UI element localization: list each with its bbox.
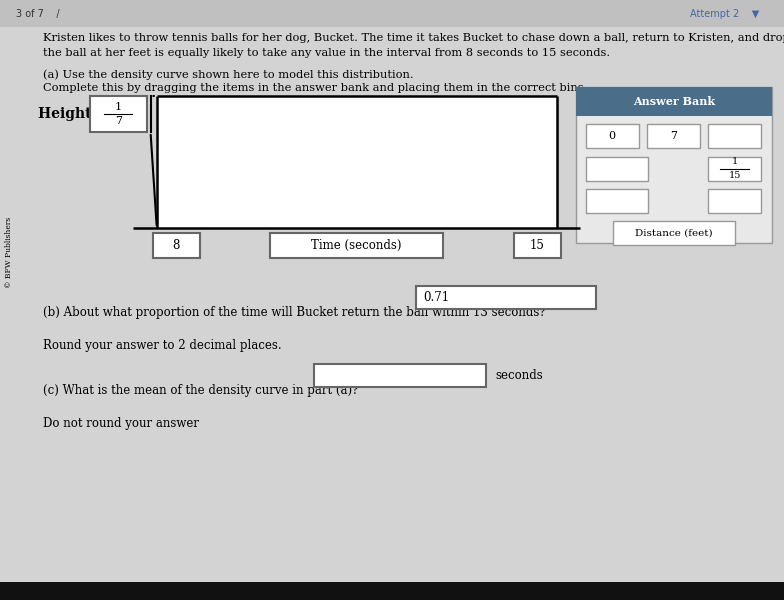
- FancyBboxPatch shape: [647, 124, 700, 148]
- FancyBboxPatch shape: [314, 364, 486, 387]
- Bar: [576, 87, 772, 116]
- FancyBboxPatch shape: [153, 233, 200, 258]
- Text: Complete this by dragging the items in the answer bank and placing them in the c: Complete this by dragging the items in t…: [43, 83, 587, 93]
- Text: 0.71: 0.71: [423, 291, 449, 304]
- FancyBboxPatch shape: [90, 96, 147, 132]
- FancyBboxPatch shape: [613, 221, 735, 245]
- FancyBboxPatch shape: [586, 124, 639, 148]
- FancyBboxPatch shape: [708, 124, 761, 148]
- Text: seconds: seconds: [495, 369, 543, 382]
- Text: Kristen likes to throw tennis balls for her dog, Bucket. The time it takes Bucke: Kristen likes to throw tennis balls for …: [43, 33, 784, 43]
- Text: 3 of 7    /: 3 of 7 /: [16, 9, 60, 19]
- Text: 1: 1: [731, 157, 738, 166]
- FancyBboxPatch shape: [586, 157, 648, 181]
- FancyBboxPatch shape: [708, 157, 761, 181]
- FancyBboxPatch shape: [514, 233, 561, 258]
- FancyBboxPatch shape: [708, 189, 761, 213]
- Text: © BFW Publishers: © BFW Publishers: [5, 217, 13, 287]
- Text: Round your answer to 2 decimal places.: Round your answer to 2 decimal places.: [43, 339, 281, 352]
- Text: Time (seconds): Time (seconds): [311, 239, 402, 252]
- Text: Height =: Height =: [38, 107, 107, 121]
- Text: (b) About what proportion of the time will Bucket return the ball within 13 seco: (b) About what proportion of the time wi…: [43, 306, 546, 319]
- FancyBboxPatch shape: [576, 87, 772, 243]
- Text: Answer Bank: Answer Bank: [633, 96, 715, 107]
- Text: 1: 1: [114, 102, 122, 112]
- FancyBboxPatch shape: [270, 233, 443, 258]
- Text: (c) What is the mean of the density curve in part (a)?: (c) What is the mean of the density curv…: [43, 384, 358, 397]
- FancyBboxPatch shape: [416, 286, 596, 309]
- Text: 0: 0: [608, 131, 616, 141]
- Text: 15: 15: [728, 172, 741, 181]
- Text: Attempt 2    ▼: Attempt 2 ▼: [690, 9, 759, 19]
- Text: 15: 15: [530, 239, 544, 252]
- Bar: [0, 0, 784, 27]
- Text: Distance (feet): Distance (feet): [635, 229, 713, 238]
- Text: 7: 7: [115, 116, 122, 126]
- Text: the ball at her feet is equally likely to take any value in the interval from 8 : the ball at her feet is equally likely t…: [43, 48, 610, 58]
- Text: Do not round your answer: Do not round your answer: [43, 417, 199, 430]
- Text: 8: 8: [172, 239, 180, 252]
- Text: 7: 7: [670, 131, 677, 141]
- Bar: [0, 582, 784, 600]
- Text: (a) Use the density curve shown here to model this distribution.: (a) Use the density curve shown here to …: [43, 69, 414, 80]
- FancyBboxPatch shape: [586, 189, 648, 213]
